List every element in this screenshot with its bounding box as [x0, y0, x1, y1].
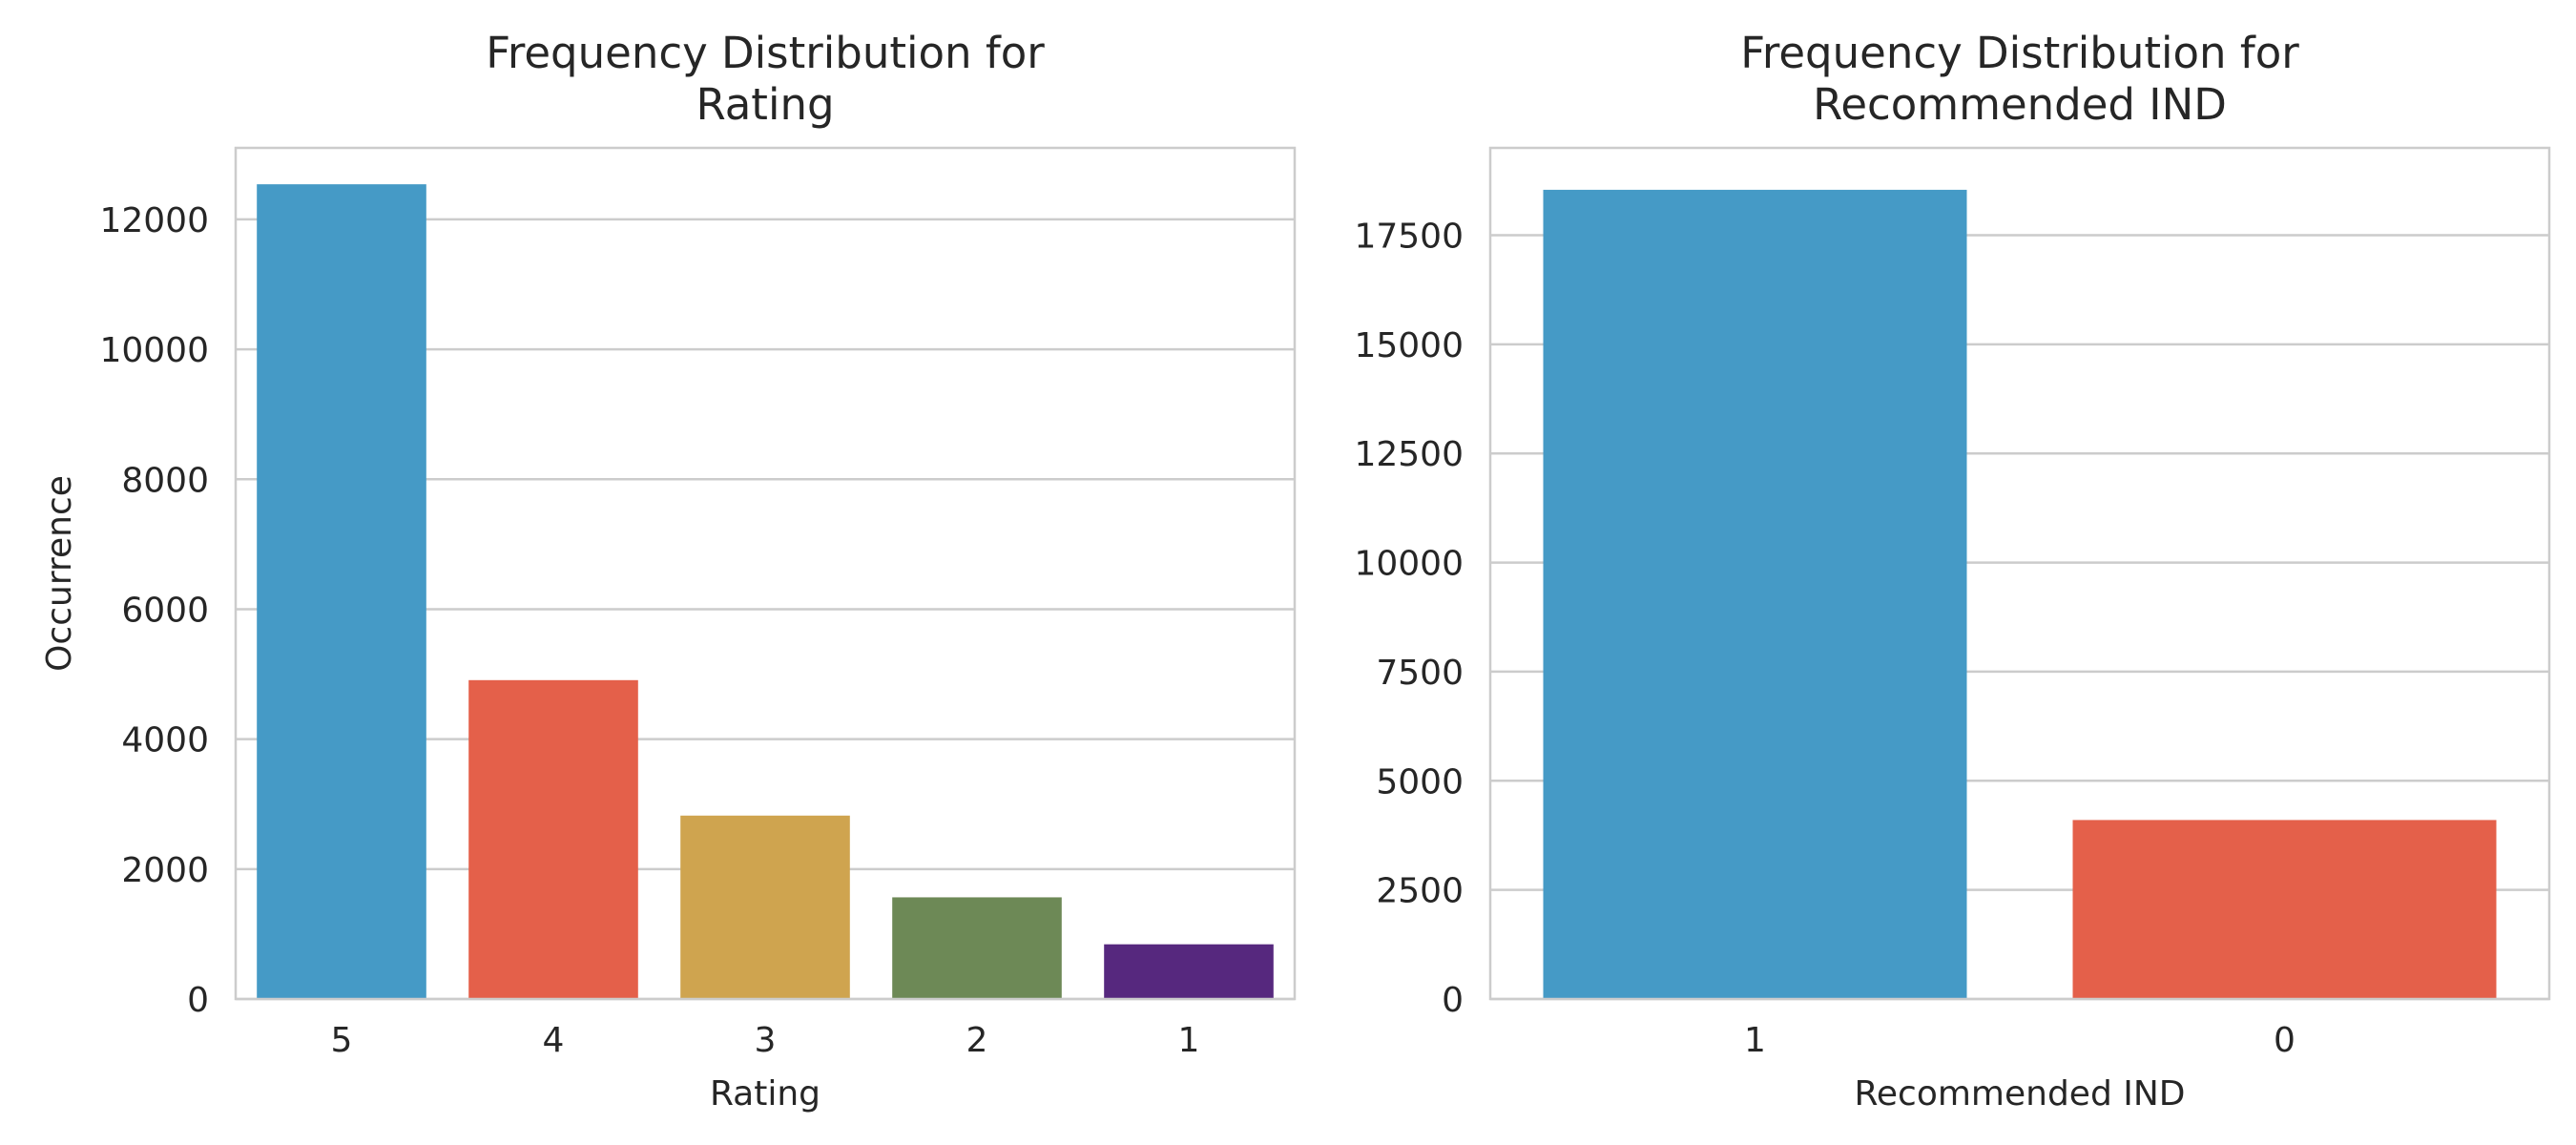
bar — [257, 184, 426, 1000]
y-tick-label: 10000 — [1354, 545, 1464, 584]
chart-title-line-2: Recommended IND — [1813, 79, 2227, 130]
y-tick-label: 0 — [187, 981, 209, 1020]
bars — [257, 184, 1274, 1000]
plot-frame — [1488, 146, 2551, 1001]
y-tick-label: 4000 — [121, 721, 209, 760]
x-tick-labels: 5 4 3 2 1 — [331, 1021, 1200, 1060]
y-axis-label: Occurrence — [40, 475, 79, 672]
y-tick-label: 15000 — [1354, 326, 1464, 365]
x-tick-label: 1 — [1178, 1021, 1200, 1060]
bars — [1543, 189, 2497, 1000]
bar — [1543, 189, 1967, 1000]
y-tick-label: 5000 — [1376, 762, 1464, 802]
x-tick-label: 5 — [331, 1021, 353, 1060]
y-tick-label: 10000 — [99, 331, 209, 370]
chart-title-line-1: Frequency Distribution for — [486, 28, 1045, 78]
x-tick-label: 4 — [543, 1021, 565, 1060]
y-tick-label: 0 — [1442, 981, 1464, 1020]
y-tick-labels: 0 2000 4000 6000 8000 10000 12000 — [99, 201, 209, 1020]
bar — [892, 897, 1062, 999]
y-tick-label: 2000 — [121, 851, 209, 890]
x-tick-label: 3 — [755, 1021, 777, 1060]
bar — [1104, 944, 1274, 999]
y-tick-label: 17500 — [1354, 217, 1464, 256]
chart-recommended-ind: Frequency Distribution for Recommended I… — [1354, 28, 2551, 1114]
x-tick-label: 1 — [1744, 1021, 1766, 1060]
y-tick-label: 12000 — [99, 201, 209, 240]
chart-title-line-2: Rating — [696, 79, 834, 130]
plot-frame — [234, 146, 1297, 1001]
y-tick-label: 8000 — [121, 461, 209, 500]
bar — [680, 815, 850, 999]
x-tick-label: 0 — [2274, 1021, 2296, 1060]
chart-title-line-1: Frequency Distribution for — [1740, 28, 2299, 78]
bar — [2072, 820, 2497, 999]
chart-rating: Frequency Distribution for Rating 0 2000 4… — [40, 28, 1297, 1114]
y-tick-labels: 0 2500 5000 7500 10000 12500 15000 17500 — [1354, 217, 1464, 1020]
y-tick-label: 12500 — [1354, 435, 1464, 474]
y-tick-label: 6000 — [121, 591, 209, 630]
bar — [468, 679, 638, 999]
x-axis-label: Recommended IND — [1854, 1074, 2185, 1114]
x-axis-label: Rating — [710, 1074, 821, 1114]
y-tick-label: 2500 — [1376, 872, 1464, 911]
x-tick-label: 2 — [966, 1021, 988, 1060]
y-tick-label: 7500 — [1376, 654, 1464, 693]
